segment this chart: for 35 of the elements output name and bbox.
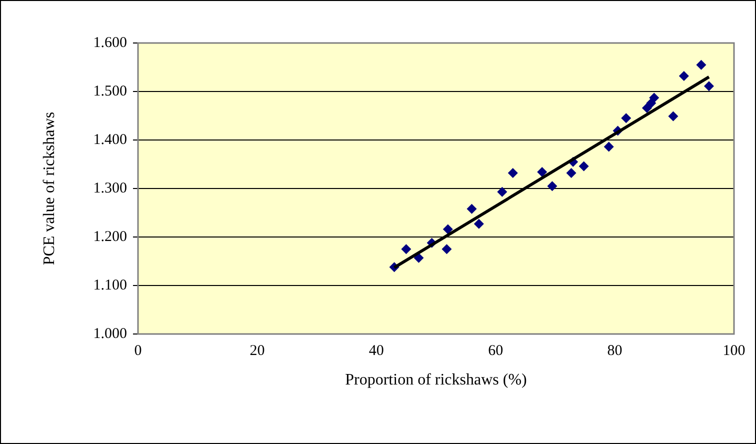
point — [566, 168, 576, 178]
point — [401, 244, 412, 254]
point — [497, 186, 508, 197]
y-axis-title: PCE value of rickshaws — [40, 112, 58, 266]
y-tick-label: 1.200 — [93, 228, 127, 245]
point — [414, 252, 424, 263]
point — [442, 244, 452, 254]
point — [668, 111, 678, 122]
x-tick-label: 20 — [250, 342, 265, 359]
point — [508, 168, 518, 178]
x-tick-label: 60 — [488, 342, 504, 359]
point — [442, 224, 453, 234]
point — [649, 92, 660, 103]
y-tick-label: 1.300 — [93, 180, 127, 196]
y-tick-label: 1.400 — [93, 132, 127, 148]
point — [578, 161, 589, 172]
point — [678, 70, 689, 81]
y-tick-label: 1.000 — [93, 326, 127, 342]
x-tick-label: 80 — [607, 342, 622, 359]
point — [537, 167, 548, 178]
y-tick-label: 1.500 — [93, 83, 127, 100]
x-axis-title: Proportion of rickshaws (%) — [345, 372, 527, 389]
x-tick-label: 100 — [722, 342, 746, 359]
x-tick-label: 40 — [368, 342, 384, 359]
point — [466, 204, 477, 214]
x-tick-label: 0 — [134, 342, 142, 359]
point — [642, 102, 652, 113]
y-tick-label: 1.600 — [93, 34, 127, 51]
point — [704, 81, 714, 92]
point — [474, 218, 484, 229]
point — [696, 60, 706, 70]
point — [604, 142, 614, 152]
point — [547, 181, 558, 192]
y-tick-label: 1.100 — [93, 277, 127, 294]
point — [621, 113, 632, 124]
